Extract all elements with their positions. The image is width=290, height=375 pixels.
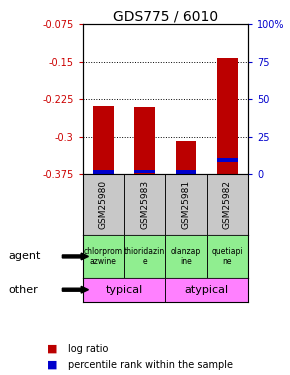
Bar xyxy=(165,236,206,278)
Text: GSM25981: GSM25981 xyxy=(182,180,191,230)
Text: thioridazin
e: thioridazin e xyxy=(124,247,165,266)
Bar xyxy=(217,158,238,162)
Bar xyxy=(83,236,124,278)
Bar xyxy=(165,174,206,236)
Bar xyxy=(134,170,155,173)
Bar xyxy=(176,170,196,174)
Bar xyxy=(93,170,114,174)
Text: other: other xyxy=(9,285,39,295)
Bar xyxy=(124,236,165,278)
Text: percentile rank within the sample: percentile rank within the sample xyxy=(68,360,233,370)
Text: GSM25983: GSM25983 xyxy=(140,180,149,230)
Bar xyxy=(206,236,248,278)
Text: GSM25980: GSM25980 xyxy=(99,180,108,230)
Text: quetiapi
ne: quetiapi ne xyxy=(211,247,243,266)
Text: agent: agent xyxy=(9,251,41,261)
Text: olanzap
ine: olanzap ine xyxy=(171,247,201,266)
Bar xyxy=(165,278,248,302)
Title: GDS775 / 6010: GDS775 / 6010 xyxy=(113,9,218,23)
Text: atypical: atypical xyxy=(184,285,229,295)
Bar xyxy=(83,278,165,302)
Text: GSM25982: GSM25982 xyxy=(223,180,232,230)
Text: log ratio: log ratio xyxy=(68,344,108,354)
Text: ■: ■ xyxy=(47,360,57,370)
Text: typical: typical xyxy=(105,285,143,295)
Bar xyxy=(176,141,196,174)
Text: chlorprom
azwine: chlorprom azwine xyxy=(84,247,123,266)
Text: ■: ■ xyxy=(47,344,57,354)
Bar xyxy=(93,106,114,174)
Bar xyxy=(124,174,165,236)
Bar xyxy=(83,174,124,236)
Bar xyxy=(206,174,248,236)
Bar xyxy=(134,107,155,174)
Bar xyxy=(217,58,238,174)
